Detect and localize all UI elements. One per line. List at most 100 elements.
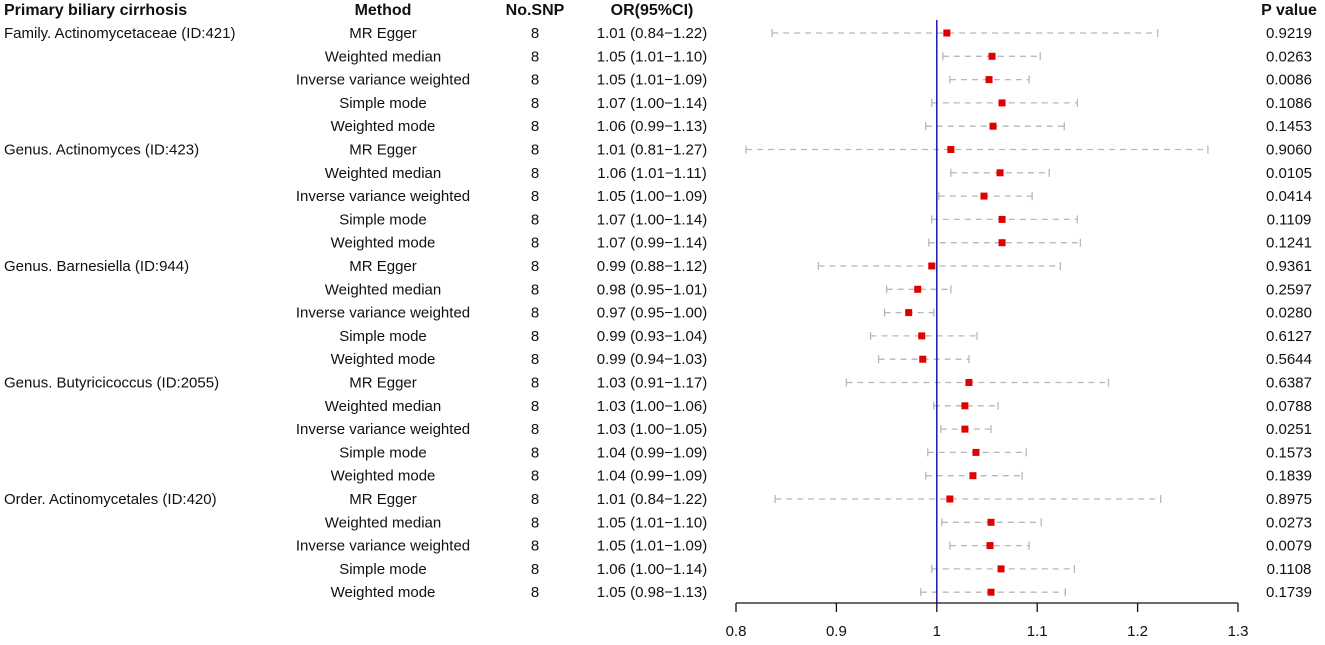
nsnp-value: 8 bbox=[531, 188, 539, 205]
nsnp-value: 8 bbox=[531, 211, 539, 228]
nsnp-value: 8 bbox=[531, 281, 539, 298]
method-label: Weighted mode bbox=[331, 118, 436, 135]
point-estimate bbox=[996, 169, 1004, 177]
method-label: Weighted median bbox=[325, 514, 441, 531]
table-row: Simple mode 8 1.07 (1.00−1.14) 0.1086 bbox=[339, 95, 1312, 112]
table-row: Weighted mode 8 1.04 (0.99−1.09) 0.1839 bbox=[331, 468, 1312, 485]
x-tick-label: 1.1 bbox=[1027, 623, 1048, 640]
or-ci-value: 1.04 (0.99−1.09) bbox=[597, 468, 708, 485]
p-value: 0.8975 bbox=[1266, 491, 1312, 508]
p-value: 0.0251 bbox=[1266, 421, 1312, 438]
method-label: Weighted mode bbox=[331, 351, 436, 368]
nsnp-value: 8 bbox=[531, 258, 539, 275]
exposure-label: Genus. Actinomyces (ID:423) bbox=[4, 142, 199, 159]
nsnp-value: 8 bbox=[531, 25, 539, 42]
point-estimate bbox=[987, 588, 995, 596]
or-ci-value: 1.05 (1.01−1.09) bbox=[597, 72, 708, 89]
x-tick-label: 1.3 bbox=[1228, 623, 1249, 640]
header-method: Method bbox=[355, 2, 412, 19]
header-nsnp: No.SNP bbox=[506, 2, 565, 19]
or-ci-value: 0.99 (0.88−1.12) bbox=[597, 258, 708, 275]
point-estimate bbox=[987, 518, 995, 526]
nsnp-value: 8 bbox=[531, 72, 539, 89]
table-row: Weighted mode 8 1.06 (0.99−1.13) 0.1453 bbox=[331, 118, 1312, 135]
table-row: Inverse variance weighted 8 1.03 (1.00−1.0… bbox=[296, 421, 1312, 438]
p-value: 0.6127 bbox=[1266, 328, 1312, 345]
table-row: Weighted median 8 1.06 (1.01−1.11) 0.0105 bbox=[325, 165, 1312, 182]
or-ci-value: 1.01 (0.84−1.22) bbox=[597, 491, 708, 508]
x-tick-label: 1 bbox=[933, 623, 941, 640]
table-row: Weighted median 8 1.05 (1.01−1.10) 0.0273 bbox=[325, 514, 1312, 531]
or-ci-value: 0.99 (0.94−1.03) bbox=[597, 351, 708, 368]
or-ci-value: 1.07 (1.00−1.14) bbox=[597, 211, 708, 228]
table-row: Genus. Barnesiella (ID:944) MR Egger 8 0.99… bbox=[4, 258, 1312, 275]
nsnp-value: 8 bbox=[531, 421, 539, 438]
point-estimate bbox=[998, 215, 1006, 223]
point-estimate bbox=[919, 355, 927, 363]
x-tick-label: 0.8 bbox=[726, 623, 747, 640]
method-label: Weighted median bbox=[325, 165, 441, 182]
method-label: Inverse variance weighted bbox=[296, 421, 470, 438]
x-tick-label: 1.2 bbox=[1127, 623, 1148, 640]
point-estimate bbox=[914, 285, 922, 293]
p-value: 0.0086 bbox=[1266, 72, 1312, 89]
point-estimate bbox=[997, 565, 1005, 573]
method-label: MR Egger bbox=[349, 375, 417, 392]
p-value: 0.6387 bbox=[1266, 375, 1312, 392]
confidence-intervals bbox=[745, 29, 1209, 597]
point-estimate bbox=[972, 448, 980, 456]
exposure-label: Order. Actinomycetales (ID:420) bbox=[4, 491, 217, 508]
method-label: Weighted mode bbox=[331, 584, 436, 601]
column-headers: Primary biliary cirrhosis Method No.SNP … bbox=[4, 2, 1317, 19]
exposure-label: Genus. Butyricicoccus (ID:2055) bbox=[4, 375, 219, 392]
table-row: Weighted mode 8 0.99 (0.94−1.03) 0.5644 bbox=[331, 351, 1312, 368]
or-ci-value: 1.05 (1.01−1.09) bbox=[597, 538, 708, 555]
exposure-label: Family. Actinomycetaceae (ID:421) bbox=[4, 25, 235, 42]
header-p-value: P value bbox=[1261, 2, 1317, 19]
nsnp-value: 8 bbox=[531, 165, 539, 182]
or-ci-value: 0.99 (0.93−1.04) bbox=[597, 328, 708, 345]
or-ci-value: 1.05 (1.01−1.10) bbox=[597, 48, 708, 65]
header-or: OR(95%CI) bbox=[611, 2, 694, 19]
method-label: MR Egger bbox=[349, 25, 417, 42]
point-estimate bbox=[905, 309, 913, 317]
point-estimate bbox=[946, 495, 954, 503]
method-label: Weighted mode bbox=[331, 235, 436, 252]
table-row: Simple mode 8 1.07 (1.00−1.14) 0.1109 bbox=[339, 211, 1311, 228]
or-ci-value: 1.03 (0.91−1.17) bbox=[597, 375, 708, 392]
nsnp-value: 8 bbox=[531, 305, 539, 322]
p-value: 0.2597 bbox=[1266, 281, 1312, 298]
x-tick-label: 0.9 bbox=[826, 623, 847, 640]
point-estimate bbox=[986, 542, 994, 550]
or-ci-value: 1.05 (0.98−1.13) bbox=[597, 584, 708, 601]
method-label: Inverse variance weighted bbox=[296, 72, 470, 89]
p-value: 0.0105 bbox=[1266, 165, 1312, 182]
method-label: MR Egger bbox=[349, 258, 417, 275]
table-row: Simple mode 8 1.06 (1.00−1.14) 0.1108 bbox=[339, 561, 1311, 578]
nsnp-value: 8 bbox=[531, 561, 539, 578]
or-ci-value: 1.07 (1.00−1.14) bbox=[597, 95, 708, 112]
nsnp-value: 8 bbox=[531, 514, 539, 531]
table-rows: Family. Actinomycetaceae (ID:421) MR Egge… bbox=[4, 25, 1312, 601]
method-label: MR Egger bbox=[349, 491, 417, 508]
nsnp-value: 8 bbox=[531, 48, 539, 65]
or-ci-value: 1.07 (0.99−1.14) bbox=[597, 235, 708, 252]
table-row: Simple mode 8 0.99 (0.93−1.04) 0.6127 bbox=[339, 328, 1312, 345]
nsnp-value: 8 bbox=[531, 584, 539, 601]
method-label: Weighted median bbox=[325, 281, 441, 298]
table-row: Weighted median 8 1.03 (1.00−1.06) 0.0788 bbox=[325, 398, 1312, 415]
table-row: Weighted median 8 0.98 (0.95−1.01) 0.2597 bbox=[325, 281, 1312, 298]
point-estimate bbox=[985, 76, 993, 84]
or-ci-value: 1.01 (0.81−1.27) bbox=[597, 142, 708, 159]
point-estimate bbox=[961, 425, 969, 433]
point-estimate bbox=[928, 262, 936, 270]
p-value: 0.0079 bbox=[1266, 538, 1312, 555]
nsnp-value: 8 bbox=[531, 468, 539, 485]
point-estimate bbox=[980, 192, 988, 200]
point-estimate bbox=[947, 146, 955, 153]
p-value: 0.0263 bbox=[1266, 48, 1312, 65]
p-value: 0.9219 bbox=[1266, 25, 1312, 42]
p-value: 0.9060 bbox=[1266, 142, 1312, 159]
method-label: Inverse variance weighted bbox=[296, 538, 470, 555]
